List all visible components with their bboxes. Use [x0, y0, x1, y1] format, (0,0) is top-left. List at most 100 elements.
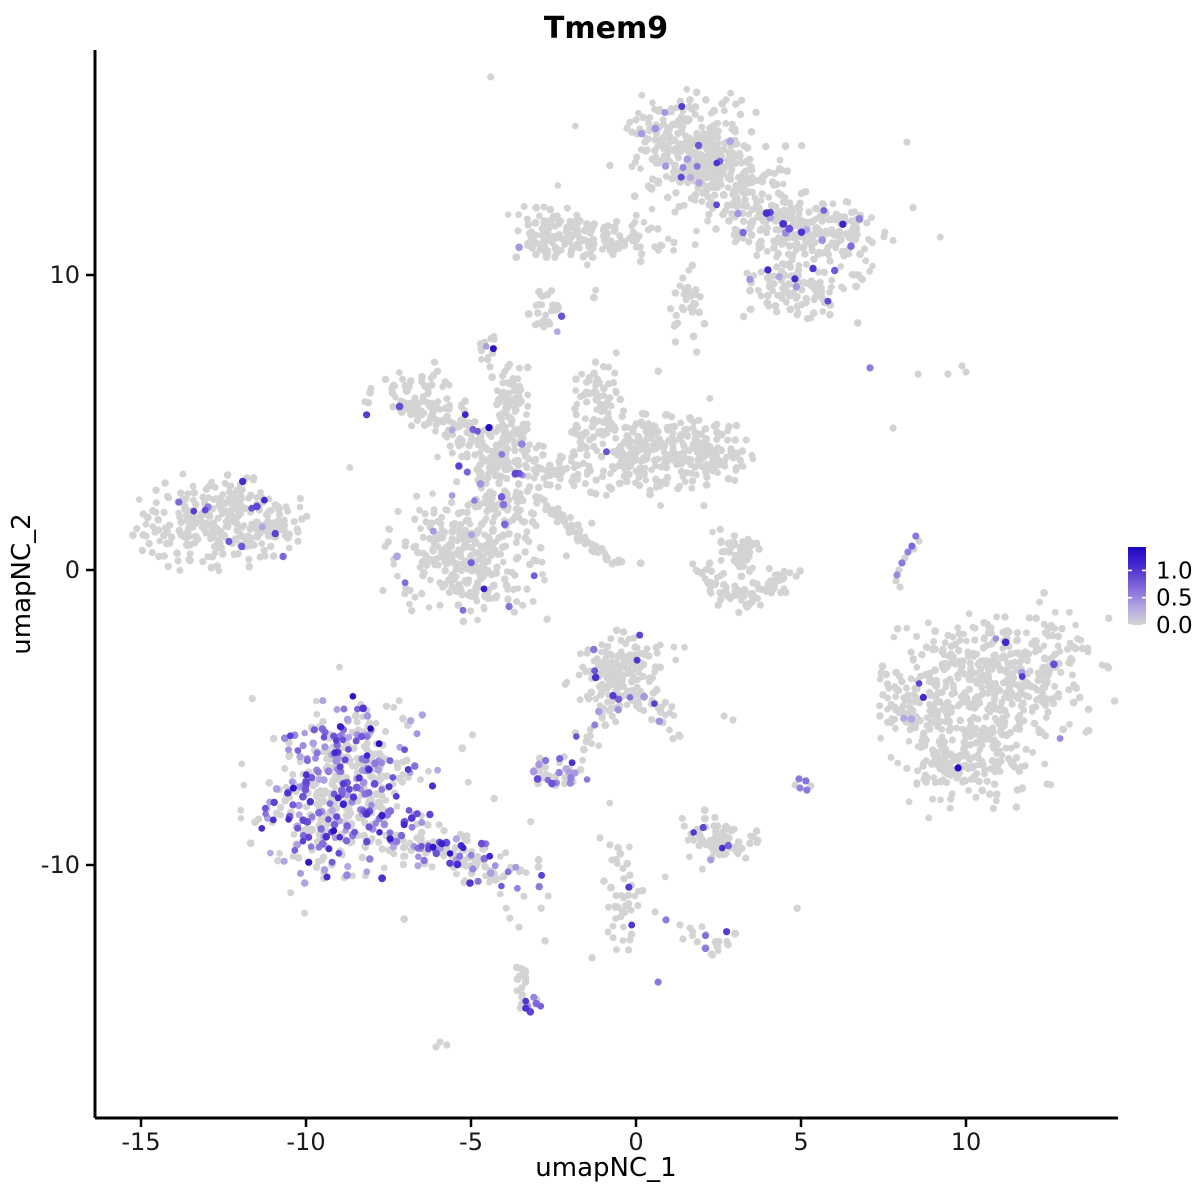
cell-point: [1004, 688, 1011, 695]
cell-point: [540, 323, 548, 331]
cell-point-expressing: [498, 882, 505, 890]
cell-point-expressing: [661, 109, 669, 116]
cell-point: [789, 208, 797, 216]
cell-point-expressing: [318, 840, 327, 848]
cell-point-expressing: [289, 801, 297, 809]
cell-point: [505, 431, 513, 439]
cell-point: [277, 803, 285, 812]
cell-point-expressing: [535, 882, 543, 891]
cell-point: [706, 129, 714, 137]
cell-point: [710, 848, 718, 856]
cell-point: [567, 224, 575, 232]
cell-point: [492, 446, 500, 455]
cell-point: [1072, 621, 1079, 629]
cell-point: [718, 548, 726, 556]
cell-point: [439, 534, 447, 542]
cell-point: [676, 732, 684, 740]
cell-point: [524, 402, 532, 410]
cell-point-expressing: [413, 810, 421, 818]
cell-point: [713, 574, 721, 581]
cell-point: [847, 228, 855, 236]
cell-point: [473, 597, 481, 605]
cell-point: [671, 208, 679, 216]
cell-point: [148, 548, 156, 557]
cell-point: [968, 724, 977, 733]
cell-point: [903, 138, 911, 146]
cell-point: [433, 367, 442, 376]
cell-point: [774, 291, 781, 299]
cell-point: [978, 691, 986, 699]
cell-point: [637, 165, 644, 172]
cell-point: [189, 482, 197, 490]
cell-point: [1013, 681, 1022, 689]
cell-point-expressing: [855, 215, 864, 223]
cell-point: [416, 563, 424, 571]
cell-point: [504, 211, 512, 218]
cell-point: [441, 404, 450, 413]
cell-point: [546, 218, 554, 227]
cell-point: [230, 550, 239, 559]
cell-point: [677, 467, 686, 476]
cell-point: [907, 707, 915, 715]
cell-point: [590, 369, 598, 378]
cell-point-expressing: [471, 497, 478, 504]
cell-point: [582, 667, 590, 676]
cell-point: [1085, 727, 1093, 735]
cell-point: [390, 703, 398, 711]
cell-point: [176, 526, 184, 534]
cell-point: [887, 753, 895, 761]
cell-point: [208, 478, 215, 486]
cell-point: [889, 424, 897, 432]
cell-point: [695, 171, 703, 179]
cell-point: [609, 922, 617, 930]
cell-point: [1084, 705, 1093, 714]
cell-point: [965, 787, 972, 794]
cell-point-expressing: [392, 837, 401, 846]
cell-point: [520, 518, 529, 526]
cell-point: [996, 768, 1004, 775]
cell-point: [913, 779, 921, 787]
cell-point: [607, 883, 615, 892]
cell-point: [488, 373, 497, 381]
cell-point: [314, 789, 322, 797]
cell-point: [931, 779, 939, 787]
x-tick-label: -10: [286, 1128, 325, 1156]
cell-point: [657, 502, 664, 509]
cell-point-expressing: [452, 835, 460, 843]
cell-point: [476, 340, 484, 348]
cell-point: [523, 215, 531, 223]
cell-point-expressing: [322, 833, 331, 841]
cell-point: [243, 536, 251, 545]
cell-point: [703, 187, 711, 195]
cell-point: [421, 510, 429, 518]
cell-point: [508, 420, 515, 428]
cell-point: [765, 302, 773, 310]
cell-point: [911, 698, 920, 706]
cell-point: [628, 222, 636, 230]
cell-point: [794, 203, 802, 211]
cell-point: [207, 563, 216, 572]
cell-point: [221, 533, 229, 541]
cell-point: [245, 494, 253, 502]
cell-point: [743, 556, 751, 564]
cell-point: [867, 238, 875, 245]
cell-point: [575, 233, 583, 241]
cell-point: [634, 902, 642, 910]
cell-point: [211, 483, 219, 491]
cell-point: [847, 208, 856, 217]
cell-point-expressing: [319, 697, 327, 705]
cell-point: [965, 610, 973, 618]
cell-point: [350, 744, 358, 753]
cell-point: [605, 903, 612, 911]
cell-point: [523, 585, 531, 593]
cell-point-expressing: [305, 858, 313, 866]
cell-point: [362, 744, 371, 753]
cell-point: [179, 470, 187, 478]
cell-point-expressing: [395, 402, 404, 411]
cell-point-expressing: [485, 424, 493, 432]
cell-point: [746, 539, 755, 547]
cell-point: [679, 449, 688, 457]
cell-point-expressing: [362, 810, 371, 818]
cell-point: [596, 702, 604, 709]
